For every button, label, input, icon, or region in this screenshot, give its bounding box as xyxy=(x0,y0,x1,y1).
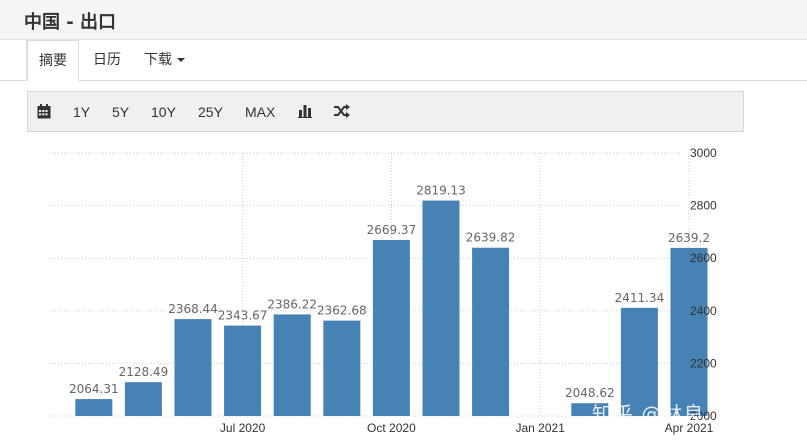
bar[interactable] xyxy=(124,382,162,416)
y-axis: 2000 2200 2400 2600 2800 3000 xyxy=(690,146,717,423)
bar[interactable] xyxy=(273,314,311,416)
bar[interactable] xyxy=(422,200,460,416)
shuffle-icon[interactable] xyxy=(334,104,350,123)
x-axis: Jul 2020 Oct 2020 Jan 2021 Apr 2021 xyxy=(220,421,714,435)
bar[interactable] xyxy=(224,325,262,416)
bar-value-label: 2343.67 xyxy=(218,309,268,323)
range-25y-button[interactable]: 25Y xyxy=(198,104,223,120)
caret-down-icon xyxy=(177,58,185,62)
y-tick-label: 2800 xyxy=(690,199,717,213)
range-5y-button[interactable]: 5Y xyxy=(112,104,130,120)
page-title: 中国 - 出口 xyxy=(24,12,117,33)
bar[interactable] xyxy=(372,239,410,416)
bar-value-label: 2128.49 xyxy=(119,365,169,379)
bar-value-label: 2386.22 xyxy=(267,297,317,311)
tab-spacer xyxy=(0,40,27,81)
y-tick-label: 2000 xyxy=(690,409,717,423)
bar[interactable] xyxy=(174,319,212,416)
bar-value-label: 2368.44 xyxy=(168,302,218,316)
x-tick-label: Jul 2020 xyxy=(220,421,266,435)
tab-bar: 摘要 日历 下载 xyxy=(0,40,807,81)
y-tick-label: 2600 xyxy=(690,251,717,265)
tab-summary-label: 摘要 xyxy=(39,53,67,69)
tab-calendar-label: 日历 xyxy=(93,52,121,68)
bar-value-label: 2362.68 xyxy=(317,304,367,318)
range-10y-button[interactable]: 10Y xyxy=(151,104,176,120)
bar-chart-icon[interactable] xyxy=(298,104,312,123)
tab-download[interactable]: 下载 xyxy=(144,40,185,80)
bar[interactable] xyxy=(75,399,113,416)
tab-summary[interactable]: 摘要 xyxy=(27,40,79,81)
bar[interactable] xyxy=(323,320,361,416)
tab-calendar[interactable]: 日历 xyxy=(93,40,121,80)
bar[interactable] xyxy=(670,247,708,416)
bar[interactable] xyxy=(472,247,510,416)
bar-value-label: 2639.82 xyxy=(466,231,516,245)
calendar-icon[interactable] xyxy=(37,104,51,124)
bar-value-label: 2669.37 xyxy=(367,223,417,237)
bar-value-label: 2048.62 xyxy=(565,386,615,400)
title-bar: 中国 - 出口 xyxy=(0,0,807,40)
chart-toolbar: 1Y 5Y 10Y 25Y MAX xyxy=(27,91,744,132)
bar-value-label: 2639.2 xyxy=(668,231,710,245)
bar-value-label: 2064.31 xyxy=(69,382,119,396)
tab-download-label: 下载 xyxy=(144,52,172,68)
bar-value-label: 2411.34 xyxy=(615,291,665,305)
x-tick-label: Apr 2021 xyxy=(665,421,714,435)
bar[interactable] xyxy=(571,403,609,416)
range-1y-button[interactable]: 1Y xyxy=(73,104,91,120)
bar[interactable] xyxy=(620,307,658,416)
y-tick-label: 3000 xyxy=(690,146,717,160)
bar-value-label: 2819.13 xyxy=(416,184,466,198)
y-tick-label: 2400 xyxy=(690,304,717,318)
range-max-button[interactable]: MAX xyxy=(245,104,276,120)
y-tick-label: 2200 xyxy=(690,356,717,370)
x-tick-label: Jan 2021 xyxy=(516,421,566,435)
chart-bars xyxy=(75,200,708,416)
x-tick-label: Oct 2020 xyxy=(367,421,416,435)
